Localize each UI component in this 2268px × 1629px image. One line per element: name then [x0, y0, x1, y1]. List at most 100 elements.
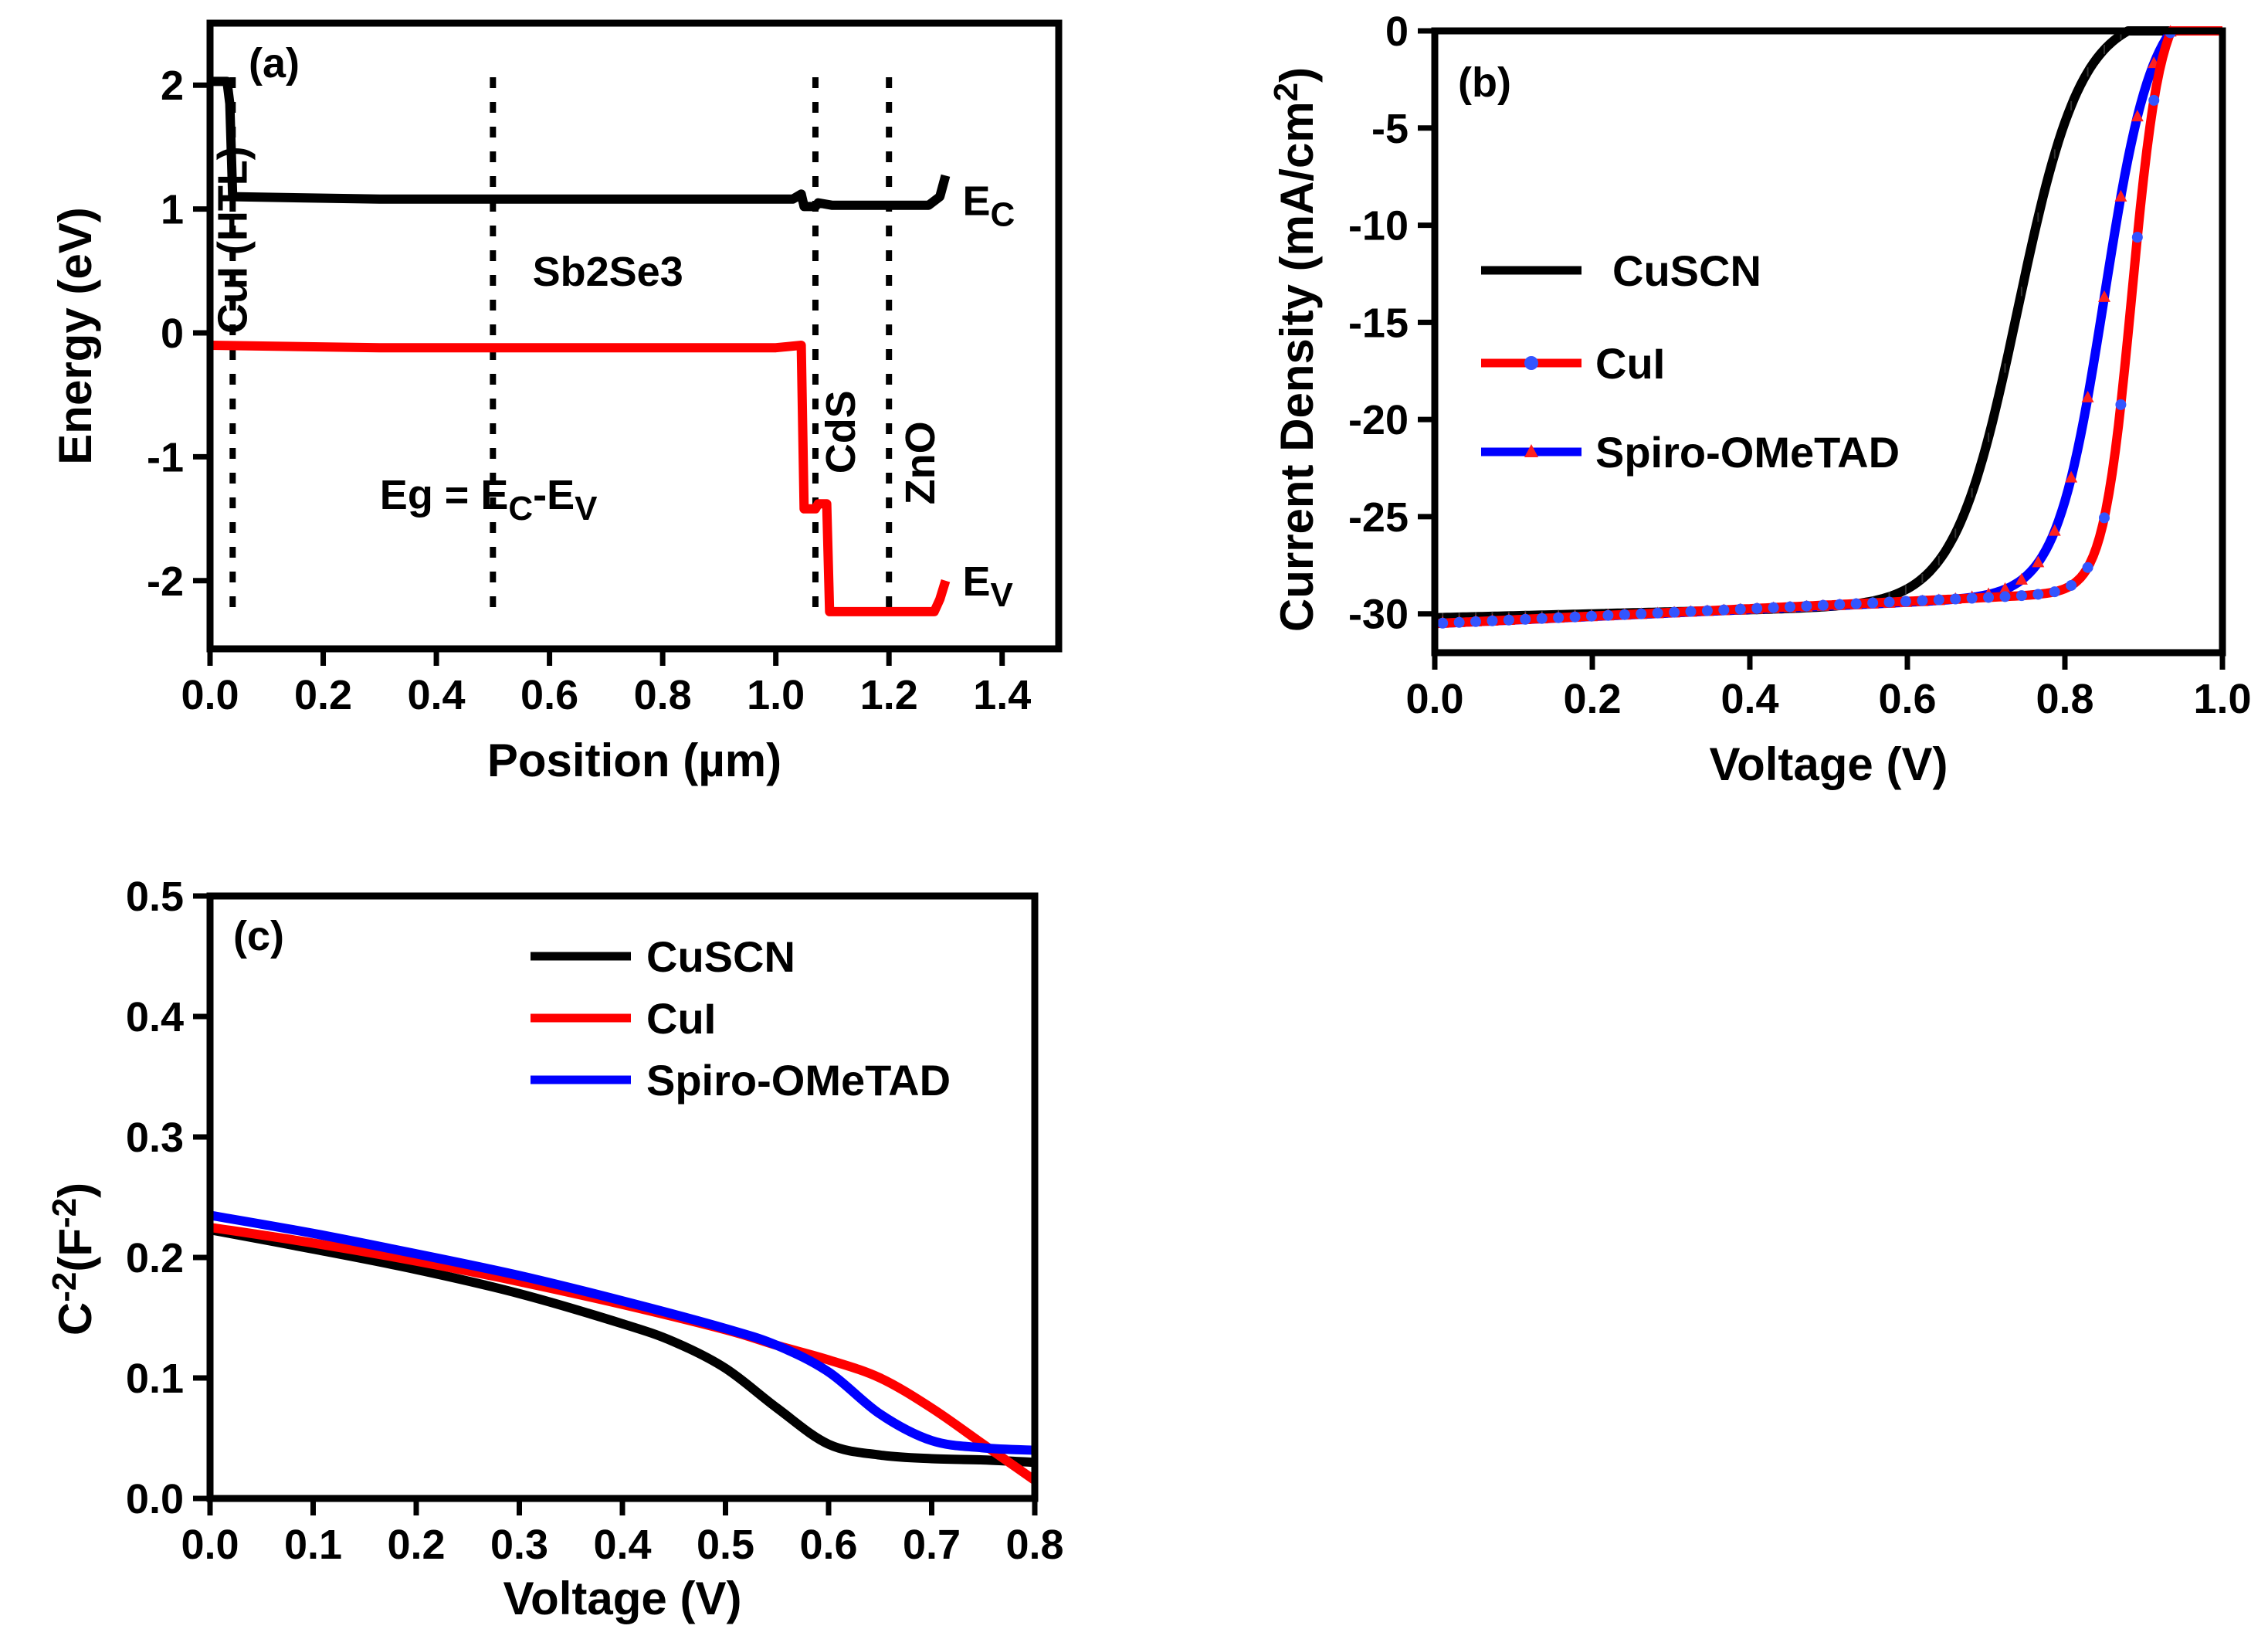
pc-y-tick-label: 0.4 — [126, 994, 184, 1040]
panel-b-y-title-sup: 2 — [1267, 83, 1305, 101]
marker-spiro-ometad — [2114, 189, 2127, 202]
marker-spiro-ometad — [2032, 555, 2045, 568]
marker-cui — [1669, 606, 1680, 618]
pa-y-tick-label: -2 — [147, 558, 184, 605]
panel-c-mott-schottky-chart: 0.0 0.1 0.2 0.3 0.4 0.5 0.6 0.7 0.8 0.0 0.1 0.2 0.3 0… — [46, 874, 1064, 1624]
line-cuscn — [208, 1225, 1036, 1468]
pc-x-tick-label: 0.6 — [799, 1522, 857, 1568]
ev-annotation-sub: V — [990, 576, 1013, 614]
legend-marker-cui — [1524, 356, 1538, 370]
ev-annotation-main: E — [962, 558, 990, 605]
marker-cui — [1602, 609, 1614, 621]
panel-c-x-axis-title: Voltage (V) — [503, 1573, 742, 1624]
pc-x-tick-label: 0.1 — [284, 1522, 342, 1568]
panel-c-y-title-main: C — [49, 1302, 101, 1335]
pb-x-tick-label: 0.2 — [1563, 676, 1621, 722]
marker-cui — [1734, 603, 1746, 615]
ec-annotation: EC — [962, 178, 1015, 234]
pc-y-tick-label: 0.3 — [126, 1115, 184, 1161]
marker-spiro-ometad — [2098, 290, 2110, 302]
bandgap-eq-sub1: C — [508, 490, 533, 528]
marker-spiro-ometad — [2131, 110, 2144, 122]
region-label-cui-htl: CuI (HTL) — [210, 146, 256, 334]
legend-label-spiro-ometad: Spiro-OMeTAD — [646, 1056, 951, 1105]
marker-cui — [1950, 593, 1961, 605]
panel-c-axis-ticks: 0.0 0.1 0.2 0.3 0.4 0.5 0.6 0.7 0.8 0.0 0.1 0.2 0.3 0… — [126, 874, 1064, 1568]
marker-cui — [2082, 562, 2093, 573]
legend-label-cuscn: CuSCN — [646, 932, 795, 981]
marker-cui — [1867, 597, 1879, 609]
panel-b-axis-ticks: 0.0 0.2 0.4 0.6 0.8 1.0 0 -5 -10 -15 -20 -25 -30 — [1348, 8, 2252, 722]
marker-cui — [1850, 598, 1862, 609]
legend-label-spiro-ometad: Spiro-OMeTAD — [1595, 428, 1900, 477]
panel-c-series-lines — [208, 1210, 1038, 1485]
panel-b-legend: CuSCN CuI Spiro-OMeTAD — [1481, 246, 1900, 477]
pa-x-tick-label: 0.8 — [634, 672, 692, 718]
marker-spiro-ometad — [2081, 390, 2094, 402]
panel-a-boundary-lines — [229, 77, 893, 618]
pa-x-tick-label: 1.4 — [973, 672, 1031, 718]
marker-cui — [1636, 608, 1647, 619]
panel-c-y-title-sup1: -2 — [46, 1272, 83, 1302]
pc-x-tick-label: 0.5 — [697, 1522, 754, 1568]
pc-y-tick-label: 0.5 — [126, 874, 184, 920]
pc-x-tick-label: 0.8 — [1005, 1522, 1063, 1568]
panel-b-y-axis-title: Current Density (mA/cm2) — [1267, 67, 1323, 632]
marker-cui — [1917, 595, 1928, 606]
marker-cui — [1983, 592, 1995, 603]
line-e-v — [209, 341, 951, 616]
marker-cui — [1470, 616, 1482, 627]
panel-c-label: (c) — [233, 913, 284, 959]
panel-b-plot-frame — [1431, 27, 2226, 657]
marker-cui — [1900, 596, 1911, 607]
marker-cui — [1453, 616, 1465, 628]
marker-cui — [1718, 604, 1730, 616]
pa-x-tick-label: 0.0 — [181, 672, 239, 718]
marker-cui — [1883, 596, 1895, 608]
marker-cui — [1801, 600, 1812, 612]
panel-b-jv-chart: 0.0 0.2 0.4 0.6 0.8 1.0 0 -5 -10 -15 -20 -25 -30 (b)… — [1267, 8, 2252, 790]
pa-x-tick-label: 0.4 — [408, 672, 466, 718]
pa-y-tick-label: -1 — [147, 434, 184, 480]
bandgap-eq-sub2: V — [575, 490, 598, 528]
panel-a-series-lines — [209, 76, 951, 616]
panel-c-y-title-end: ) — [49, 1183, 101, 1198]
marker-cui — [2099, 512, 2110, 524]
marker-cui — [1999, 591, 2011, 602]
marker-spiro-ometad — [2048, 524, 2061, 536]
pb-y-tick-label: -15 — [1348, 300, 1409, 346]
marker-spiro-ometad — [2015, 572, 2028, 585]
marker-cui — [1619, 609, 1630, 620]
pc-x-tick-label: 0.0 — [181, 1522, 239, 1568]
pa-y-tick-label: 2 — [161, 63, 184, 109]
marker-cui — [1966, 592, 1978, 604]
pc-y-tick-label: 0.2 — [126, 1235, 184, 1281]
line-e-c — [210, 76, 951, 212]
pc-x-tick-label: 0.2 — [387, 1522, 445, 1568]
pb-y-tick-label: -10 — [1348, 203, 1409, 249]
marker-cui — [2066, 579, 2077, 591]
pb-y-tick-label: -20 — [1348, 397, 1409, 443]
marker-cui — [1785, 601, 1796, 613]
panel-b-label: (b) — [1458, 59, 1511, 106]
legend-label-cui: CuI — [1595, 339, 1665, 388]
marker-spiro-ometad — [2065, 470, 2078, 483]
panel-a-plot-frame — [206, 19, 1063, 653]
pb-y-tick-label: -30 — [1348, 592, 1409, 638]
bandgap-equation: Eg = EC-EV — [380, 472, 598, 528]
pb-x-tick-label: 0.8 — [2036, 676, 2093, 722]
marker-cui — [1536, 613, 1548, 624]
ev-annotation: EV — [962, 558, 1013, 614]
marker-cui — [1701, 605, 1713, 616]
pa-x-tick-label: 0.2 — [294, 672, 352, 718]
pb-x-tick-label: 0.6 — [1878, 676, 1936, 722]
pc-y-tick-label: 0.1 — [126, 1356, 184, 1402]
legend-marker-spiro-ometad — [1524, 444, 1538, 457]
marker-cui — [1685, 606, 1697, 617]
marker-cui — [2148, 94, 2160, 106]
marker-cui — [1487, 615, 1498, 626]
panel-b-y-title-end: ) — [1271, 67, 1323, 83]
pc-x-tick-label: 0.3 — [490, 1522, 548, 1568]
region-label-zno: ZnO — [897, 421, 944, 504]
